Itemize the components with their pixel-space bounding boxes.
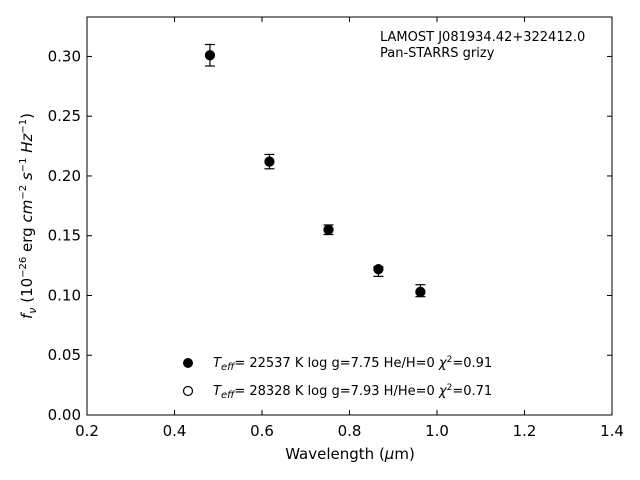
legend-marker-filled <box>183 358 193 368</box>
model-point-filled <box>204 50 215 61</box>
y-tick-label: 0.10 <box>48 286 81 304</box>
x-tick-label: 0.8 <box>338 422 362 440</box>
x-axis-ticks: 0.2 0.4 0.6 0.8 1.0 1.2 1.4 <box>75 17 624 440</box>
x-tick-label: 0.4 <box>163 422 187 440</box>
error-bars <box>204 43 426 298</box>
y-axis-ticks: 0.00 0.05 0.10 0.15 0.20 0.25 0.30 <box>48 47 612 424</box>
legend-label-1: Teff= 22537 K log g=7.75 He/H=0 χ2=0.91 <box>213 355 492 373</box>
y-tick-label: 0.20 <box>48 167 81 185</box>
legend-label-2: Teff= 28328 K log g=7.93 H/He=0 χ2=0.71 <box>213 383 492 401</box>
legend: Teff= 22537 K log g=7.75 He/H=0 χ2=0.91 … <box>182 355 492 401</box>
y-tick-label: 0.00 <box>48 406 81 424</box>
x-tick-label: 1.4 <box>600 422 624 440</box>
y-tick-label: 0.30 <box>48 47 81 65</box>
y-axis-label: fν (10−26 erg cm−2 s−1 Hz−1) <box>18 113 39 319</box>
model-point-filled <box>323 224 334 235</box>
x-tick-label: 0.2 <box>75 422 99 440</box>
model-point-filled <box>264 156 275 167</box>
data-markers <box>204 50 426 297</box>
annotation-survey: Pan-STARRS grizy <box>380 46 495 61</box>
x-tick-label: 0.6 <box>250 422 274 440</box>
y-tick-label: 0.15 <box>48 227 81 245</box>
model-point-filled <box>415 286 426 297</box>
y-tick-label: 0.05 <box>48 346 81 364</box>
y-tick-label: 0.25 <box>48 107 81 125</box>
x-axis-label: Wavelength (μm) <box>285 445 415 463</box>
x-tick-label: 1.0 <box>425 422 449 440</box>
annotation-object: LAMOST J081934.42+322412.0 <box>380 30 585 45</box>
legend-marker-open <box>182 385 194 397</box>
x-tick-label: 1.2 <box>513 422 537 440</box>
model-point-filled <box>373 264 384 275</box>
